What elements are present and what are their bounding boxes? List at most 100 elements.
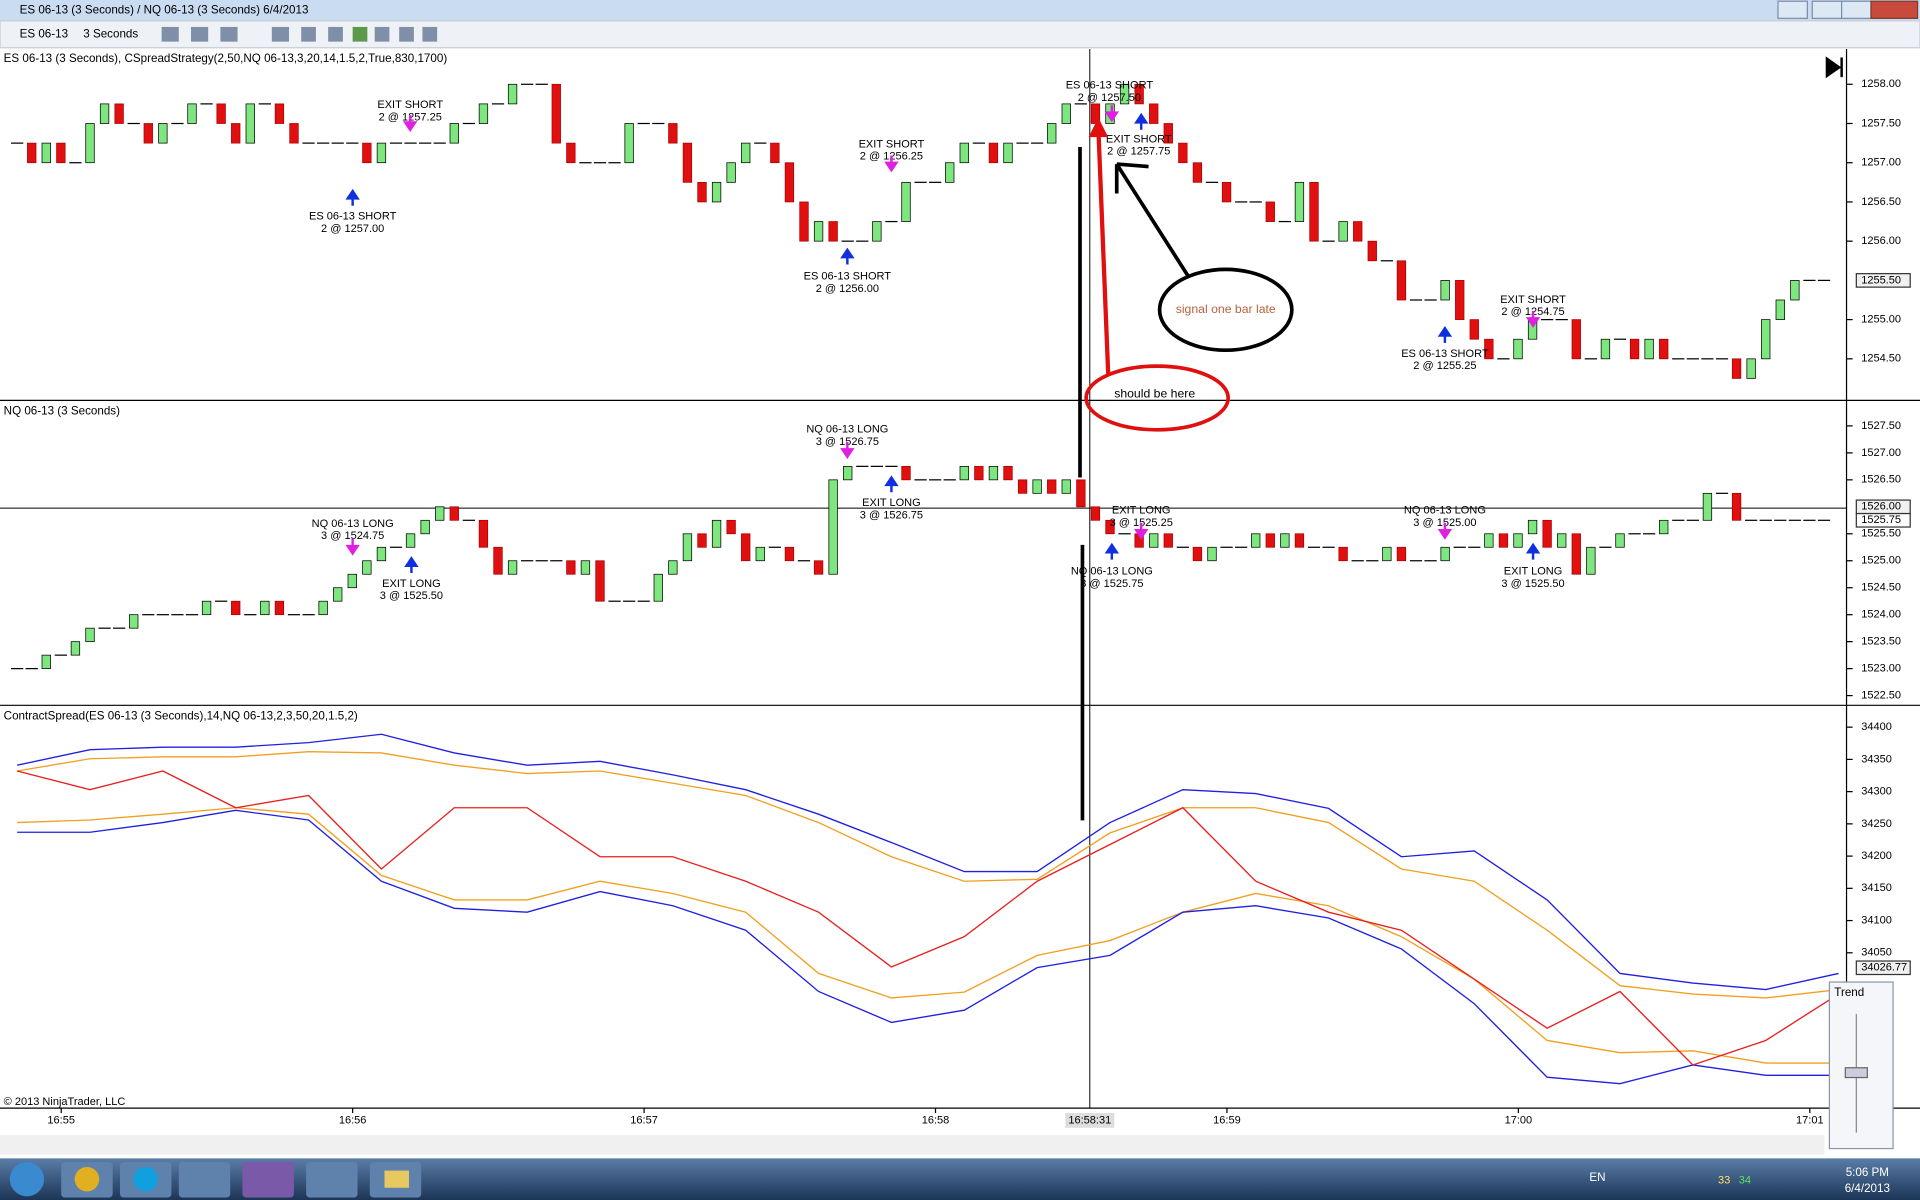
execution-label: ES 06-13 SHORT xyxy=(1401,348,1489,360)
minimize-button[interactable] xyxy=(1811,0,1843,19)
icon[interactable] xyxy=(399,26,414,42)
candle xyxy=(653,573,663,602)
clock-date[interactable]: 6/4/2013 xyxy=(1845,1182,1890,1195)
x-tick-label: 16:56 xyxy=(339,1114,367,1126)
candle xyxy=(726,162,736,183)
candle xyxy=(901,181,911,222)
candle xyxy=(318,600,328,616)
candle xyxy=(741,533,751,562)
candle xyxy=(1790,280,1800,301)
interval-selector[interactable]: 3 Seconds xyxy=(83,27,138,40)
icon[interactable] xyxy=(191,26,209,42)
candle xyxy=(449,506,459,521)
menu-button[interactable] xyxy=(1777,0,1808,19)
candle xyxy=(1731,358,1742,379)
candle xyxy=(1702,492,1713,521)
price-marker-label: 34026.77 xyxy=(1861,962,1907,974)
candle xyxy=(1731,492,1742,521)
candle xyxy=(1571,533,1581,575)
candle xyxy=(420,519,430,535)
toolbar xyxy=(0,20,1920,49)
icon[interactable] xyxy=(301,26,316,42)
icon[interactable] xyxy=(328,26,343,42)
candle xyxy=(1017,479,1028,494)
y-tick-label: 34050 xyxy=(1861,947,1892,959)
candle xyxy=(813,221,824,242)
execution-label: EXIT SHORT xyxy=(1500,294,1566,306)
execution-arrow xyxy=(1104,542,1120,560)
candle xyxy=(129,614,139,629)
candle xyxy=(1542,519,1552,548)
indicator-line xyxy=(16,770,1839,1066)
instrument-selector[interactable]: ES 06-13 xyxy=(20,27,68,40)
candle xyxy=(70,641,81,656)
trend-slider[interactable] xyxy=(1844,1067,1868,1079)
candle xyxy=(449,123,459,144)
maximize-button[interactable] xyxy=(1841,0,1872,19)
candle xyxy=(872,221,882,242)
clock-time[interactable]: 5:06 PM xyxy=(1846,1166,1889,1179)
candle xyxy=(245,103,255,144)
icon[interactable] xyxy=(374,26,390,42)
candle xyxy=(566,560,576,575)
icon[interactable] xyxy=(161,26,179,42)
y-tick-label: 34400 xyxy=(1861,721,1892,733)
icon[interactable] xyxy=(271,26,289,42)
indicator-line xyxy=(17,807,1839,1064)
candle xyxy=(1265,201,1275,222)
window-title: ES 06-13 (3 Seconds) / NQ 06-13 (3 Secon… xyxy=(20,3,309,16)
icon[interactable] xyxy=(352,26,368,42)
execution-label: NQ 06-13 LONG xyxy=(312,518,394,530)
start-button[interactable] xyxy=(9,1162,45,1197)
candle xyxy=(1396,546,1407,562)
candle xyxy=(668,123,678,144)
y-tick-label: 1522.50 xyxy=(1861,690,1901,702)
execution-label: 3 @ 1525.75 xyxy=(1080,578,1143,590)
candle xyxy=(1265,533,1275,548)
candle xyxy=(507,83,518,105)
close-button[interactable] xyxy=(1870,0,1919,19)
indicator-line xyxy=(17,733,1839,991)
candle xyxy=(799,201,809,242)
icon[interactable] xyxy=(422,26,438,42)
candle xyxy=(843,465,853,481)
candle xyxy=(1396,260,1407,301)
candle xyxy=(1061,103,1071,124)
price-marker-label: 1526.00 xyxy=(1861,501,1901,513)
execution-arrow xyxy=(1134,112,1149,130)
candle xyxy=(1382,546,1392,562)
execution-arrow xyxy=(345,538,360,556)
candle xyxy=(1440,546,1450,562)
candle xyxy=(1163,123,1173,144)
app-visualstudio[interactable] xyxy=(242,1162,294,1198)
candle xyxy=(1513,338,1523,360)
candle xyxy=(959,142,969,164)
candle xyxy=(231,600,241,616)
candle xyxy=(1149,103,1159,124)
taskbar-apps xyxy=(61,1162,422,1198)
candle xyxy=(755,546,765,562)
icon[interactable] xyxy=(220,26,238,42)
candle xyxy=(114,103,124,124)
candle xyxy=(1761,319,1771,360)
app-window[interactable] xyxy=(306,1162,358,1198)
y-tick-label: 1254.50 xyxy=(1861,353,1901,365)
candle xyxy=(1003,465,1013,481)
candle xyxy=(289,123,299,144)
execution-label: 3 @ 1525.50 xyxy=(380,590,443,602)
candle xyxy=(158,123,168,144)
candle xyxy=(784,546,795,562)
candle xyxy=(945,162,955,183)
candle xyxy=(99,103,110,124)
app-ninjatrader[interactable] xyxy=(178,1162,231,1198)
tray-number: 34 xyxy=(1739,1174,1751,1186)
candle xyxy=(1149,533,1159,548)
candle xyxy=(405,533,416,548)
language[interactable]: EN xyxy=(1589,1171,1605,1184)
scrollbar[interactable] xyxy=(0,1135,1825,1155)
candle xyxy=(1163,533,1173,548)
candle xyxy=(828,221,838,242)
candle xyxy=(56,142,66,164)
scroll-end-button[interactable] xyxy=(1825,56,1843,79)
